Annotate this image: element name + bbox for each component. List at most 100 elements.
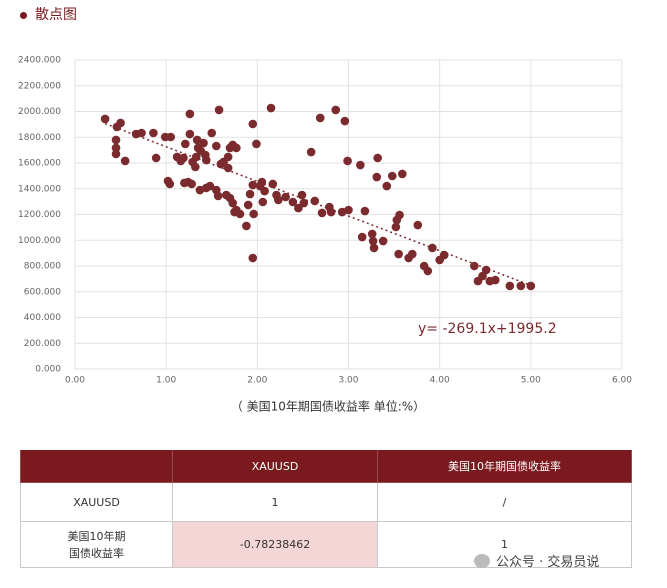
point: [331, 105, 341, 115]
point: [297, 190, 307, 200]
x-tick-label: 2.00: [247, 376, 267, 386]
point: [111, 149, 121, 159]
point: [378, 236, 388, 246]
point: [413, 220, 423, 230]
x-tick-label: 4.00: [430, 376, 450, 386]
point: [179, 153, 188, 163]
trendline-equation: y= -269.1x+1995.2: [418, 321, 557, 337]
point: [317, 208, 327, 218]
table-cell: 美国10年期国债收益率: [378, 450, 632, 483]
y-tick-label: 1200.000: [18, 210, 61, 220]
point: [423, 266, 433, 276]
point: [505, 281, 515, 291]
point: [372, 172, 382, 182]
point: [249, 209, 258, 219]
point: [326, 207, 336, 217]
point: [281, 192, 290, 202]
point: [120, 156, 130, 166]
point: [151, 153, 161, 163]
y-tick-label: 2200.000: [18, 81, 61, 91]
x-tick-label: 0.00: [65, 376, 85, 386]
x-tick-label: 3.00: [338, 376, 358, 386]
y-tick-label: 2400.000: [18, 56, 61, 66]
y-tick-label: 1000.000: [18, 236, 61, 246]
table-cell: XAUUSD: [20, 483, 173, 522]
point: [242, 221, 251, 231]
point: [516, 281, 526, 291]
x-axis-label: （ 美国10年期国债收益率 单位:%）: [231, 399, 425, 414]
table-cell: 美国10年期 国债收益率: [20, 522, 173, 568]
point: [111, 143, 121, 153]
point: [315, 113, 325, 123]
point: [526, 281, 536, 291]
point: [391, 222, 401, 232]
section-title: 散点图: [20, 4, 77, 24]
y-tick-label: 600.000: [24, 287, 61, 297]
y-tick-label: 0.000: [35, 365, 61, 375]
y-tick-label: 1600.000: [18, 159, 61, 169]
point: [306, 147, 316, 157]
y-tick-label: 2000.000: [18, 107, 61, 117]
point: [369, 243, 379, 253]
point: [248, 180, 258, 190]
point: [299, 198, 309, 208]
point: [490, 275, 500, 285]
point: [288, 197, 298, 207]
x-tick-label: 1.00: [156, 376, 176, 386]
point: [340, 116, 350, 126]
point: [185, 129, 195, 139]
point: [205, 181, 215, 191]
point: [235, 209, 245, 219]
point: [408, 249, 417, 259]
point: [191, 152, 201, 162]
y-tick-label: 1800.000: [18, 133, 61, 143]
point: [387, 171, 397, 181]
point: [149, 128, 158, 138]
point: [360, 206, 370, 216]
point: [294, 203, 303, 213]
point: [310, 196, 320, 206]
point: [232, 143, 241, 153]
point: [185, 109, 195, 119]
point: [439, 250, 449, 260]
point: [395, 210, 404, 220]
point: [181, 139, 190, 149]
point: [368, 236, 378, 246]
point: [137, 128, 146, 138]
point: [213, 191, 223, 201]
point: [266, 103, 276, 113]
point: [248, 119, 258, 129]
point: [223, 163, 233, 173]
point: [252, 139, 261, 149]
point: [470, 261, 479, 271]
trendline: [104, 122, 532, 287]
point: [207, 128, 217, 138]
point: [191, 162, 200, 172]
point: [248, 253, 258, 263]
point: [356, 160, 365, 170]
point: [394, 249, 403, 259]
point: [373, 153, 382, 163]
chart: 0.000 200.000 400.000 600.000 800.000 1000.00…: [18, 56, 632, 414]
point: [111, 135, 121, 145]
point: [344, 205, 353, 215]
table-cell: /: [378, 483, 632, 522]
point: [245, 189, 255, 199]
point: [228, 198, 238, 208]
point: [199, 138, 208, 148]
point: [212, 141, 221, 151]
point: [166, 132, 176, 142]
point: [192, 135, 202, 145]
y-tick-label: 200.000: [24, 339, 61, 349]
point: [223, 152, 233, 162]
x-tick-label: 6.00: [612, 376, 632, 386]
point: [367, 229, 377, 239]
watermark: 公众号 · 交易员说: [474, 551, 599, 570]
point: [260, 186, 269, 196]
y-tick-label: 800.000: [24, 262, 61, 272]
point: [100, 114, 110, 124]
y-tick-label: 1400.000: [18, 184, 61, 194]
point: [214, 105, 224, 115]
table-cell: [20, 450, 173, 483]
